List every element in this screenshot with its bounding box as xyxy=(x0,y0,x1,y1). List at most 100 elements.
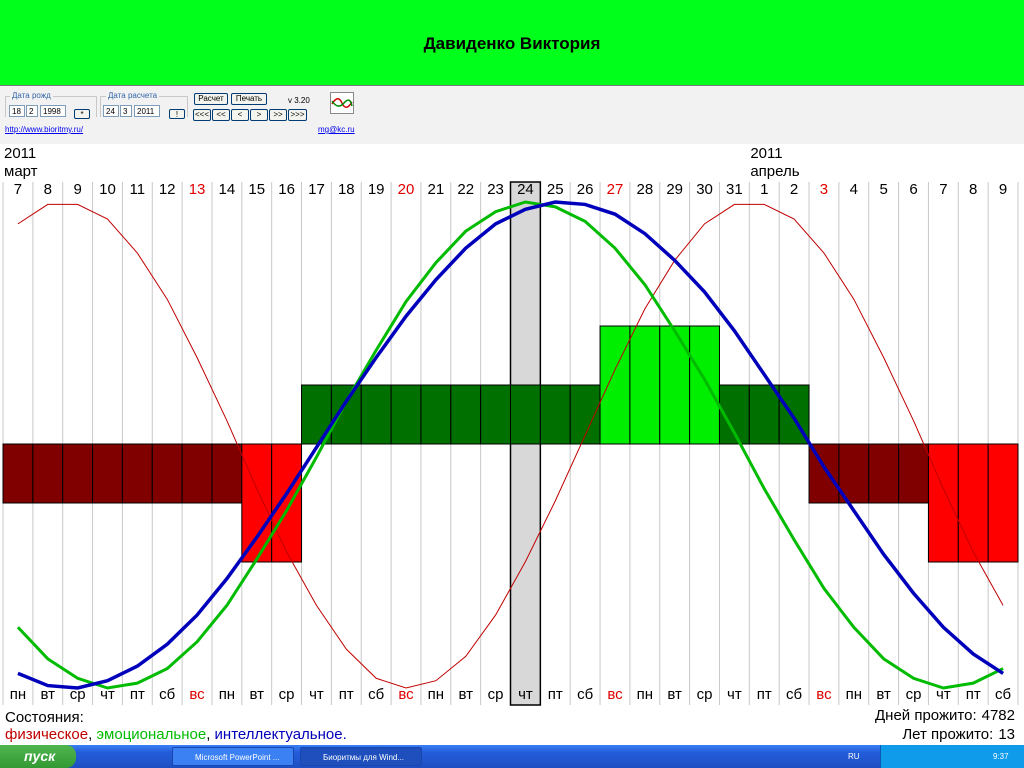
day-number: 8 xyxy=(969,181,977,198)
input[interactable]: 2011 xyxy=(134,105,160,117)
weekday: пт xyxy=(339,686,354,703)
weekday: вс xyxy=(816,686,832,703)
start-button[interactable]: пуск xyxy=(0,745,76,768)
day-number: 10 xyxy=(99,181,116,198)
day-number: 2 xyxy=(790,181,798,198)
biorhythm-curve xyxy=(16,200,1004,690)
version: v 3.20 xyxy=(288,96,310,105)
nav-button[interactable]: >> xyxy=(269,109,287,121)
state-bar xyxy=(211,443,243,504)
input[interactable]: 2 xyxy=(26,105,38,117)
state-bar xyxy=(92,443,123,504)
state-bar xyxy=(599,325,631,445)
day-number: 13 xyxy=(189,181,206,198)
month: март xyxy=(4,163,38,180)
state-bar xyxy=(957,443,989,563)
task-button[interactable]: Биоритмы для Wind... xyxy=(300,747,422,766)
nav-button[interactable]: >>> xyxy=(288,109,307,121)
link[interactable]: http://www.bioritmy.ru/ xyxy=(5,125,84,134)
day-number: 5 xyxy=(879,181,887,198)
button[interactable]: * xyxy=(74,109,90,119)
weekday: ср xyxy=(488,686,504,703)
state-bar xyxy=(689,325,720,445)
weekday: пт xyxy=(966,686,981,703)
weekday: вт xyxy=(876,686,891,703)
button[interactable]: Расчет xyxy=(194,93,228,105)
input[interactable]: 18 xyxy=(9,105,25,117)
day-number: 4 xyxy=(850,181,858,198)
input[interactable]: 24 xyxy=(103,105,119,117)
years-lived-label: Лет прожито: xyxy=(902,726,993,743)
nav-button[interactable]: <<< xyxy=(193,109,211,121)
legend-entry: физическое xyxy=(5,726,88,743)
day-number: 17 xyxy=(308,181,325,198)
state-bar xyxy=(808,443,840,504)
state-bar xyxy=(510,384,541,445)
days-lived: Дней прожито: 4782 xyxy=(875,707,1015,724)
clock: 9:37 xyxy=(993,752,1009,761)
states-label: Состояния: xyxy=(5,709,84,726)
weekday: пн xyxy=(637,686,653,703)
weekday: вт xyxy=(41,686,56,703)
task-button[interactable]: Microsoft PowerPoint ... xyxy=(172,747,294,766)
state-bar xyxy=(62,443,94,504)
state-bar xyxy=(360,384,392,445)
input[interactable]: 1998 xyxy=(40,105,66,117)
state-bar xyxy=(868,443,900,504)
year: 2011 xyxy=(750,145,782,162)
day-number: 18 xyxy=(338,181,355,198)
weekday: пт xyxy=(757,686,772,703)
day-number: 3 xyxy=(820,181,828,198)
taskbar: пуск Microsoft PowerPoint ... Биоритмы д… xyxy=(0,745,1024,768)
day-number: 21 xyxy=(428,181,445,198)
nav-button[interactable]: < xyxy=(231,109,249,121)
nav-button[interactable]: > xyxy=(250,109,268,121)
link[interactable]: mg@kc.ru xyxy=(318,125,355,134)
weekday: сб xyxy=(577,686,593,703)
state-bar xyxy=(121,443,153,504)
state-bar xyxy=(450,384,482,445)
weekday: пн xyxy=(428,686,444,703)
day-number: 12 xyxy=(159,181,176,198)
day-number: 16 xyxy=(278,181,295,198)
language[interactable]: RU xyxy=(848,752,860,761)
button[interactable]: Печать xyxy=(231,93,267,105)
legend-entry: эмоциональное xyxy=(96,726,206,743)
state-bar xyxy=(390,384,422,445)
days-lived-label: Дней прожито: xyxy=(875,707,977,724)
weekday: вт xyxy=(249,686,264,703)
state-bar xyxy=(271,443,303,563)
state-bar xyxy=(181,443,213,504)
weekday: сб xyxy=(159,686,175,703)
nav-button[interactable]: << xyxy=(212,109,230,121)
day-number: 14 xyxy=(219,181,236,198)
day-number: 30 xyxy=(696,181,713,198)
input[interactable]: 3 xyxy=(120,105,132,117)
state-bar xyxy=(420,384,452,445)
state-bar xyxy=(2,443,34,504)
state-bar xyxy=(629,325,661,445)
chart: 7пн2011март8вт9ср10чт11пт12сб13вс14пн15в… xyxy=(2,145,1019,743)
state-bar xyxy=(987,443,1019,563)
day-number: 24 xyxy=(517,181,534,198)
day-number: 22 xyxy=(457,181,474,198)
legend-entry: интеллектуальное. xyxy=(215,726,347,743)
weekday: чт xyxy=(100,686,115,703)
weekday: чт xyxy=(936,686,951,703)
state-bar xyxy=(659,325,691,445)
header: Давиденко Виктория xyxy=(0,0,1024,86)
weekday: вс xyxy=(189,686,205,703)
icon[interactable] xyxy=(330,92,354,114)
state-bar xyxy=(32,443,64,504)
state-bar xyxy=(898,443,929,504)
weekday: пн xyxy=(10,686,26,703)
day-number: 11 xyxy=(130,181,146,198)
weekday: вс xyxy=(398,686,414,703)
day-number: 8 xyxy=(44,181,52,198)
state-bar xyxy=(539,384,571,445)
weekday: сб xyxy=(786,686,802,703)
day-number: 9 xyxy=(73,181,81,198)
day-number: 25 xyxy=(547,181,564,198)
button[interactable]: ! xyxy=(169,109,185,119)
